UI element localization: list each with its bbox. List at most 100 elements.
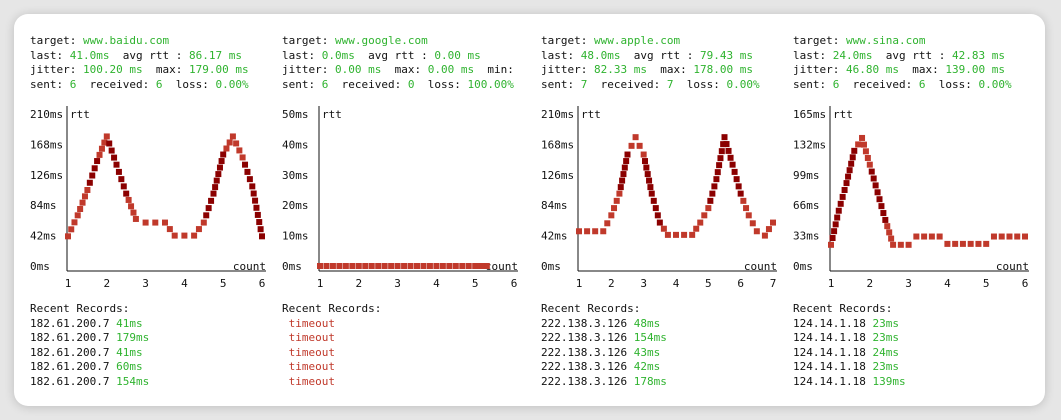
- rtt-point: [705, 205, 712, 212]
- record-latency: 139ms: [872, 374, 906, 388]
- y-tick-label: 84ms: [30, 199, 57, 212]
- record-ip: 222.138.3.126: [541, 316, 628, 330]
- rtt-point: [375, 263, 382, 269]
- rtt-point-fill: [841, 187, 848, 193]
- target-value: www.apple.com: [593, 34, 681, 47]
- rtt-point-fill: [101, 139, 108, 146]
- y-tick-label: 0ms: [30, 260, 50, 273]
- rtt-point-fill: [654, 212, 661, 219]
- x-tick-label: 2: [608, 277, 615, 290]
- record-latency: 42ms: [633, 360, 661, 373]
- record-row: 182.61.200.7 41ms: [30, 317, 149, 332]
- rtt-point-fill: [716, 162, 723, 169]
- rtt-point-fill: [886, 229, 893, 236]
- rtt-point: [132, 215, 139, 222]
- rtt-point: [103, 133, 110, 140]
- recent-records: Recent Records: 222.138.3.126 48ms 222.138…: [541, 302, 667, 389]
- rtt-point: [928, 233, 935, 240]
- record-ip: 124.14.1.18: [793, 331, 866, 344]
- rtt-point-fill: [252, 197, 259, 204]
- rtt-point: [181, 232, 188, 239]
- rtt-chart: 50ms 40ms 30ms 20ms 10ms 0ms rtt count 1 2 3 4 5 6: [282, 106, 542, 290]
- record-ip: 222.138.3.126: [541, 331, 628, 344]
- record-latency: 23ms: [872, 331, 899, 344]
- y-tick-label: 66ms: [793, 199, 820, 212]
- record-latency: 23ms: [872, 316, 899, 330]
- rtt-point: [689, 231, 696, 238]
- rtt-point: [84, 187, 91, 193]
- rtt-point-fill: [643, 164, 650, 171]
- record-row: 124.14.1.18 24ms: [793, 346, 906, 361]
- min-label: min:: [487, 63, 514, 76]
- rtt-point: [142, 219, 149, 226]
- rtt-point-fill: [749, 220, 756, 227]
- sent-value: 6: [321, 77, 329, 91]
- record-ip: 222.138.3.126: [541, 360, 628, 373]
- last-value: 0.0ms: [321, 48, 355, 62]
- rtt-point-fill: [401, 263, 408, 269]
- rtt-point: [753, 228, 760, 235]
- loss-value: 0.00%: [215, 77, 249, 91]
- rtt-point-fill: [246, 176, 253, 183]
- record-ip: 124.14.1.18: [793, 345, 866, 359]
- rtt-point-fill: [884, 223, 891, 230]
- x-tick-label: 4: [673, 277, 680, 290]
- rtt-point-fill: [714, 169, 721, 176]
- rtt-point: [905, 241, 912, 248]
- rtt-point-fill: [195, 226, 202, 233]
- record-row: 182.61.200.7 41ms: [30, 346, 149, 361]
- record-row: timeout: [282, 317, 381, 332]
- x-tick-label: 5: [983, 277, 990, 290]
- rtt-point: [624, 151, 631, 158]
- record-timeout: timeout: [288, 345, 335, 359]
- rtt-point: [74, 212, 81, 219]
- x-tick-label: 6: [259, 277, 266, 290]
- received-value: 6: [155, 77, 163, 91]
- rtt-point-fill: [223, 145, 230, 152]
- rtt-point-fill: [329, 263, 336, 269]
- rtt-point-fill: [478, 263, 485, 269]
- rtt-point-fill: [216, 164, 223, 171]
- rtt-point: [921, 233, 928, 240]
- max-value: 0.00 ms: [427, 63, 475, 76]
- x-tick-label: 1: [576, 277, 583, 290]
- record-row: 124.14.1.18 139ms: [793, 375, 906, 390]
- ping-panel-google: target: www.google.com last: 0.0ms avg r…: [282, 14, 522, 406]
- stats-block: target: www.sina.com last: 24.0ms avg rt…: [793, 34, 1012, 91]
- rtt-point: [162, 219, 168, 226]
- y-tick-label: 210ms: [541, 108, 574, 121]
- record-row: 182.61.200.7 60ms: [30, 360, 149, 375]
- rtt-point: [452, 263, 459, 269]
- record-latency: 41ms: [116, 345, 143, 359]
- record-ip: 222.138.3.126: [541, 345, 628, 359]
- rtt-point-fill: [86, 179, 93, 186]
- avg-rtt-value: 42.83 ms: [951, 48, 1005, 62]
- rtt-point: [874, 189, 881, 196]
- rtt-point: [640, 151, 647, 158]
- y-tick-label: 84ms: [541, 199, 568, 212]
- sent-value: 7: [580, 77, 588, 91]
- loss-value: 100.00%: [467, 77, 514, 91]
- rtt-point: [200, 219, 207, 226]
- rtt-point-fill: [81, 193, 88, 200]
- record-row: 124.14.1.18 23ms: [793, 317, 906, 332]
- stats-block: target: www.baidu.com last: 41.0ms avg r…: [30, 34, 249, 91]
- record-latency: 178ms: [633, 374, 667, 388]
- rtt-point-fill: [407, 263, 414, 269]
- rtt-point: [664, 231, 671, 238]
- rtt-point-fill: [115, 168, 122, 175]
- record-row: 222.138.3.126 48ms: [541, 317, 667, 332]
- rtt-point: [483, 263, 490, 269]
- y-tick-label: 168ms: [541, 138, 574, 151]
- record-latency: 60ms: [116, 360, 143, 373]
- jitter-value: 0.00 ms: [334, 63, 382, 76]
- rtt-point: [967, 240, 974, 247]
- ping-panel-sina: target: www.sina.com last: 24.0ms avg rt…: [793, 14, 1033, 406]
- record-ip: 182.61.200.7: [30, 360, 110, 373]
- jitter-value: 46.80 ms: [845, 63, 899, 76]
- rtt-point-fill: [446, 263, 453, 269]
- x-tick-label: 2: [355, 277, 362, 290]
- rtt-point: [975, 240, 982, 247]
- rtt-point-fill: [203, 212, 210, 219]
- rtt-point-fill: [837, 200, 844, 207]
